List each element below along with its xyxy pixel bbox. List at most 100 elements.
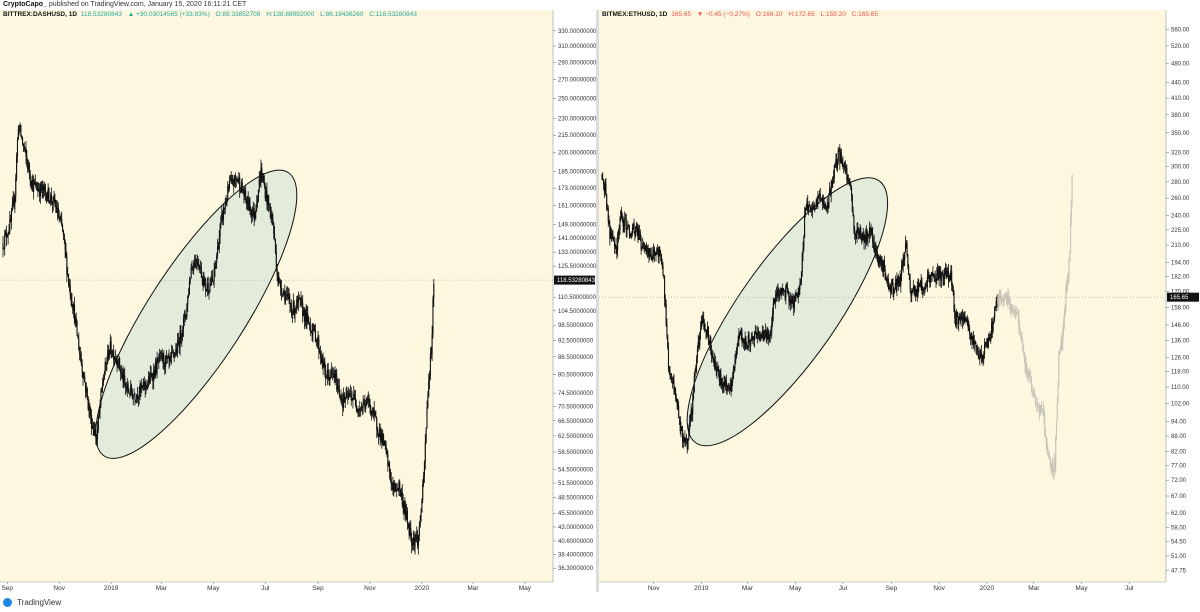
author-name[interactable]: CryptoCapo_ (3, 1, 47, 8)
candle (971, 332, 973, 350)
candle (192, 265, 194, 274)
candle (428, 370, 431, 390)
candle (667, 342, 670, 373)
candle (1052, 457, 1054, 477)
x-tick-label: May (519, 585, 532, 592)
candle (321, 354, 323, 370)
candle (732, 371, 734, 387)
candle (632, 222, 634, 230)
chart-panel-eth[interactable]: BITMEX:ETHUSD, 1D 165.65 ▼ −0.45 (−0.27%… (599, 10, 1200, 592)
candle (151, 372, 153, 381)
candle (863, 231, 865, 250)
candle (703, 311, 705, 330)
candle (149, 365, 151, 385)
candle (1045, 436, 1047, 451)
candle (303, 307, 305, 330)
price-chart-dash[interactable]: 36.30000000 38.40000000 40.60000000 43.0000… (0, 10, 596, 592)
candle (308, 316, 310, 325)
y-tick-label: 125.50000000 (558, 264, 596, 270)
candle (991, 317, 993, 338)
candle (371, 410, 373, 421)
candle (177, 332, 179, 346)
candle (228, 184, 230, 193)
candle (274, 225, 276, 241)
candle (649, 248, 651, 260)
candle (716, 366, 718, 379)
candle (399, 479, 401, 496)
candle (606, 203, 609, 211)
candle (950, 265, 952, 281)
candle (47, 183, 49, 203)
candle (48, 187, 50, 204)
symbol-label[interactable]: BITTREX:DASHUSD, 1D (3, 11, 78, 18)
candle (995, 297, 997, 312)
footer-brand: TradingView (0, 596, 203, 610)
candle (280, 278, 282, 296)
candle (748, 332, 750, 343)
chart-panel-dash[interactable]: BITTREX:DASHUSD, 1D 118.53280843 ▲ +30.0… (0, 10, 596, 592)
candle (638, 224, 641, 240)
candle (744, 331, 746, 350)
candle (620, 210, 622, 222)
price-chart-eth[interactable]: 47.75 51.00 54.50 58.00 62.00 67.00 72.00 77.00… (599, 10, 1200, 592)
candle (890, 279, 892, 295)
candle (688, 424, 690, 441)
y-tick-label: 36.30000000 (558, 566, 594, 572)
candle (1001, 296, 1003, 307)
candle (678, 416, 680, 426)
candle (831, 179, 833, 189)
candle (136, 394, 138, 404)
footer-brand-label: TradingView (17, 598, 62, 607)
candle (848, 177, 850, 186)
candle (693, 372, 695, 393)
candle (728, 384, 731, 395)
publish-info: published on TradingView.com, January 15… (48, 1, 247, 8)
candle (856, 223, 858, 244)
y-tick-label: 230.00000000 (558, 117, 596, 123)
candle (985, 342, 987, 349)
candle (33, 175, 35, 200)
candle (150, 366, 152, 377)
candle (202, 271, 204, 291)
candle (755, 326, 757, 340)
candle (415, 531, 417, 542)
candle (1025, 356, 1027, 376)
candle (676, 398, 678, 410)
candle (908, 263, 910, 275)
candle (770, 326, 772, 336)
candle (951, 282, 953, 292)
candle (50, 187, 53, 206)
candle (390, 472, 392, 491)
candle (297, 291, 299, 312)
y-tick-label: 410.00 (1171, 96, 1190, 102)
candle (671, 373, 673, 384)
candle (822, 194, 824, 211)
candle (400, 487, 403, 501)
panel-divider[interactable] (596, 10, 599, 592)
candle (232, 174, 234, 187)
candle (773, 298, 775, 306)
candle (195, 258, 197, 269)
candle (816, 196, 818, 207)
candle (68, 273, 70, 288)
candle (320, 350, 322, 364)
candle (828, 192, 830, 209)
candle (341, 394, 343, 407)
candle (99, 399, 101, 420)
candle (411, 532, 413, 554)
candle (637, 224, 639, 243)
candle (181, 333, 183, 347)
candle (335, 370, 337, 383)
candle (51, 201, 53, 213)
candle (137, 395, 139, 407)
candle (344, 396, 346, 409)
candle (732, 364, 734, 380)
candle (271, 210, 273, 225)
candle (603, 181, 605, 199)
candle (897, 274, 900, 291)
tradingview-logo-icon (3, 598, 12, 608)
candle (1010, 304, 1012, 318)
symbol-label[interactable]: BITMEX:ETHUSD, 1D (602, 11, 668, 18)
candle (198, 258, 200, 271)
candle (337, 378, 339, 393)
